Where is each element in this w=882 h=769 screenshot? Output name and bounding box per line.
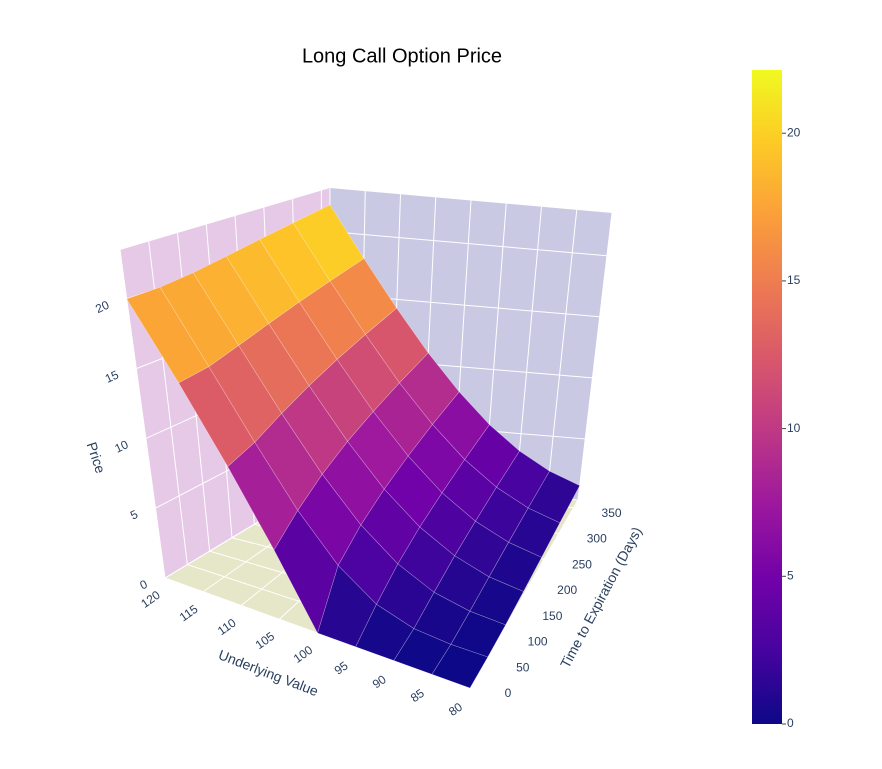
- chart-title: Long Call Option Price: [302, 45, 502, 67]
- z-tick-label: 15: [103, 367, 121, 385]
- y-tick-label: 50: [516, 660, 530, 674]
- x-tick-label: 110: [215, 615, 239, 638]
- colorbar-tick-label: 10: [787, 421, 801, 435]
- grid-line: [119, 249, 166, 579]
- z-tick-label: 5: [128, 507, 140, 523]
- colorbar-tick-label: 5: [787, 568, 794, 582]
- x-tick-label: 85: [408, 686, 427, 705]
- z-axis-title: Price: [84, 440, 109, 475]
- y-tick-label: 150: [542, 609, 562, 623]
- x-tick-label: 105: [253, 629, 278, 652]
- colorbar-tick-label: 15: [787, 273, 801, 287]
- grid-line: [546, 209, 578, 498]
- surface-cell: [259, 222, 331, 303]
- grid-line: [329, 230, 607, 257]
- grid-line: [469, 499, 579, 689]
- x-tick-label: 115: [177, 602, 201, 625]
- y-tick-label: 200: [557, 583, 577, 597]
- x-tick-label: 80: [446, 700, 465, 719]
- y-tick-label: 350: [602, 506, 622, 520]
- z-tick-label: 20: [93, 298, 111, 316]
- grid-line: [577, 212, 613, 501]
- z-tick-label: 0: [138, 577, 150, 593]
- colorbar-tick-label: 0: [787, 716, 794, 730]
- grid-line: [515, 206, 542, 496]
- y-tick-label: 100: [528, 635, 548, 649]
- colorbar: [752, 70, 782, 724]
- x-tick-label: 100: [291, 643, 316, 666]
- y-tick-label: 0: [505, 686, 512, 700]
- scene: [119, 187, 613, 689]
- y-tick-label: 300: [587, 532, 607, 546]
- y-tick-label: 250: [572, 557, 592, 571]
- x-tick-label: 90: [370, 672, 389, 691]
- y-axis-title: Time to Expiration (Days): [557, 524, 645, 671]
- colorbar-tick-label: 20: [787, 125, 801, 139]
- x-tick-label: 95: [332, 658, 351, 677]
- surface-cell: [126, 286, 210, 384]
- z-tick-label: 10: [112, 437, 130, 455]
